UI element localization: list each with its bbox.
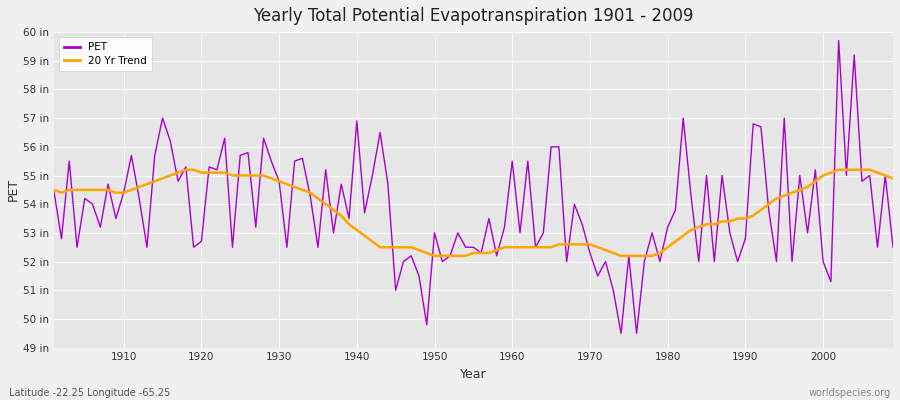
Text: worldspecies.org: worldspecies.org [809, 388, 891, 398]
Text: Latitude -22.25 Longitude -65.25: Latitude -22.25 Longitude -65.25 [9, 388, 170, 398]
Title: Yearly Total Potential Evapotranspiration 1901 - 2009: Yearly Total Potential Evapotranspiratio… [253, 7, 694, 25]
Legend: PET, 20 Yr Trend: PET, 20 Yr Trend [58, 37, 152, 71]
X-axis label: Year: Year [460, 368, 487, 381]
Y-axis label: PET: PET [7, 178, 20, 202]
